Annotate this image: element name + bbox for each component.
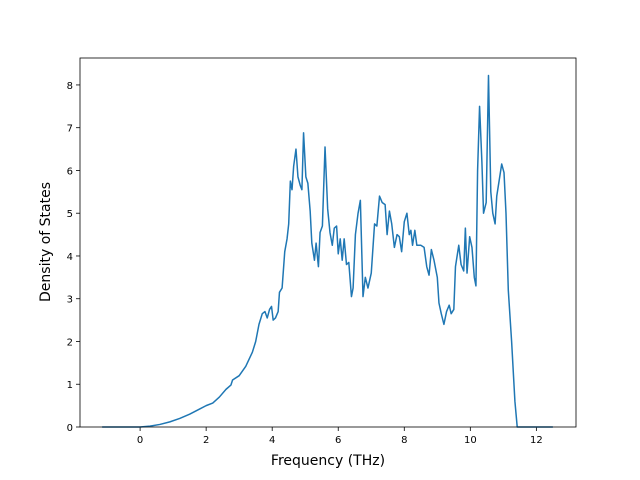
y-tick-label: 5: [67, 209, 73, 220]
x-tick-label: 8: [401, 435, 407, 446]
x-tick-label: 2: [203, 435, 209, 446]
x-tick-label: 4: [269, 435, 275, 446]
y-tick-label: 0: [67, 423, 73, 434]
y-tick-label: 4: [67, 252, 73, 263]
y-tick-label: 1: [67, 380, 73, 391]
x-tick-label: 12: [530, 435, 543, 446]
y-tick-label: 8: [67, 81, 73, 92]
y-tick-label: 6: [67, 166, 73, 177]
y-tick-label: 7: [67, 124, 73, 135]
x-tick-label: 6: [335, 435, 341, 446]
plot-frame: [79, 57, 577, 428]
y-axis-label: Density of States: [38, 182, 54, 302]
y-tick-label: 3: [67, 295, 73, 306]
dos-line: [102, 74, 553, 428]
x-axis-label: Frequency (THz): [271, 453, 385, 469]
y-tick-label: 2: [67, 337, 73, 348]
x-tick-label: 10: [464, 435, 477, 446]
x-tick-label: 0: [137, 435, 143, 446]
